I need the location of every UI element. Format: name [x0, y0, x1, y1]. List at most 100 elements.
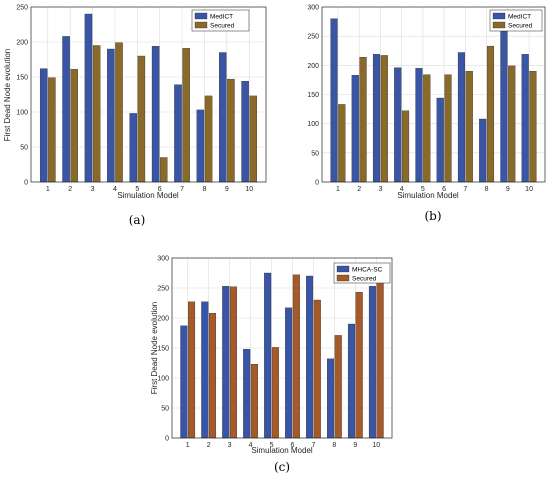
bar-secured-4	[401, 110, 410, 183]
x-axis-label: Simulation Model	[117, 191, 179, 200]
x-tick-label: 4	[400, 186, 404, 193]
bar-medict-6	[151, 46, 160, 183]
y-tick-label: 200	[157, 316, 169, 323]
bar-medict-4	[107, 48, 115, 183]
x-tick-label: 6	[291, 442, 295, 449]
chart-1: 0 50 100 150 200 250 1 2 3 4 5 6 7 8 9 10 MedICT Secured S…	[3, 5, 267, 227]
bar-secured-10	[529, 71, 537, 183]
legend-swatch	[336, 274, 350, 282]
x-tick-label: 7	[463, 186, 467, 193]
y-tick-label: 300	[157, 256, 169, 263]
bar-medict-9	[500, 29, 508, 183]
bar-medict-1	[39, 68, 48, 183]
bar-medict-3	[372, 54, 381, 183]
bar-secured-8	[334, 335, 342, 439]
bar-medict-3	[84, 13, 93, 183]
y-tick-label: 150	[307, 92, 319, 99]
x-tick-label: 8	[332, 442, 336, 449]
panel-label: (a)	[129, 213, 146, 227]
bar-mhca-sc-3	[222, 286, 230, 439]
bar-secured-5	[271, 347, 279, 439]
legend-entry: Secured	[210, 23, 235, 30]
axes-box	[30, 6, 267, 183]
bar-medict-1	[330, 18, 338, 183]
x-tick-label: 2	[68, 186, 72, 193]
bar-secured-6	[160, 157, 168, 183]
x-tick-label: 9	[353, 442, 357, 449]
bar-secured-5	[137, 55, 146, 183]
x-tick-label: 6	[442, 186, 446, 193]
axes-box	[171, 257, 393, 439]
bar-secured-7	[313, 299, 321, 439]
x-tick-label: 9	[225, 186, 229, 193]
x-tick-label: 5	[421, 186, 425, 193]
x-tick-label: 10	[245, 186, 253, 193]
bar-secured-8	[204, 95, 213, 183]
bar-secured-7	[182, 48, 190, 183]
chart-3: 0 50 100 150 200 250 300 1 2 3 4 5 6 7 8 9 10 MHCA-SC Secu…	[150, 256, 393, 474]
x-tick-label: 5	[270, 442, 274, 449]
x-tick-label: 7	[180, 186, 184, 193]
bar-secured-10	[376, 282, 384, 439]
legend-entry: Secured	[352, 276, 377, 283]
bar-medict-7	[174, 84, 182, 183]
x-tick-label: 6	[158, 186, 162, 193]
bar-medict-8	[196, 109, 205, 183]
bar-secured-9	[355, 292, 363, 439]
bar-secured-2	[359, 57, 367, 183]
bar-medict-9	[219, 52, 227, 183]
bar-medict-7	[457, 52, 466, 183]
x-tick-label: 3	[378, 186, 382, 193]
bar-medict-5	[129, 113, 137, 183]
y-tick-label: 50	[20, 145, 28, 152]
y-tick-label: 300	[307, 5, 319, 12]
y-tick-label: 0	[24, 180, 28, 187]
x-tick-label: 8	[202, 186, 206, 193]
panel-label: (c)	[274, 460, 290, 474]
y-tick-label: 200	[16, 40, 28, 47]
chart-2: 0 50 100 150 200 250 300 1 2 3 4 5 6 7 8 9 10 MedICT Secur…	[307, 5, 546, 223]
bar-medict-2	[62, 36, 70, 183]
x-tick-label: 9	[506, 186, 510, 193]
y-tick-label: 50	[161, 406, 169, 413]
x-tick-label: 8	[485, 186, 489, 193]
bar-secured-4	[250, 364, 258, 439]
y-tick-label: 100	[16, 110, 28, 117]
bar-secured-2	[209, 313, 217, 439]
legend-swatch	[194, 21, 208, 29]
x-tick-label: 4	[113, 186, 117, 193]
x-tick-label: 3	[228, 442, 232, 449]
y-tick-label: 250	[307, 34, 319, 41]
bar-mhca-sc-2	[201, 301, 209, 439]
bar-secured-4	[115, 42, 123, 183]
bar-medict-6	[436, 97, 444, 183]
bar-mhca-sc-6	[285, 307, 293, 439]
y-tick-label: 250	[16, 5, 28, 12]
bar-medict-10	[241, 81, 249, 183]
bar-secured-9	[227, 78, 235, 183]
x-tick-label: 2	[207, 442, 211, 449]
bar-mhca-sc-4	[243, 349, 251, 439]
legend-swatch	[492, 12, 506, 20]
bar-mhca-sc-1	[180, 325, 188, 439]
bar-secured-6	[292, 274, 300, 439]
y-tick-label: 100	[157, 376, 169, 383]
bar-secured-10	[249, 95, 258, 183]
legend-entry: MHCA-SC	[352, 267, 383, 274]
y-tick-label: 0	[165, 436, 169, 443]
bar-secured-3	[92, 45, 101, 183]
x-tick-label: 10	[525, 186, 533, 193]
bar-mhca-sc-10	[368, 286, 376, 439]
legend-entry: MedICT	[508, 14, 531, 21]
bar-medict-5	[415, 68, 423, 183]
bar-secured-9	[508, 65, 516, 183]
bar-medict-4	[394, 67, 402, 183]
bar-secured-1	[48, 77, 56, 183]
bar-secured-3	[229, 286, 237, 439]
bar-mhca-sc-5	[264, 272, 272, 439]
x-tick-label: 1	[46, 186, 50, 193]
y-tick-label: 200	[307, 63, 319, 70]
x-tick-label: 7	[311, 442, 315, 449]
bar-secured-3	[380, 55, 388, 183]
y-tick-label: 50	[311, 150, 319, 157]
